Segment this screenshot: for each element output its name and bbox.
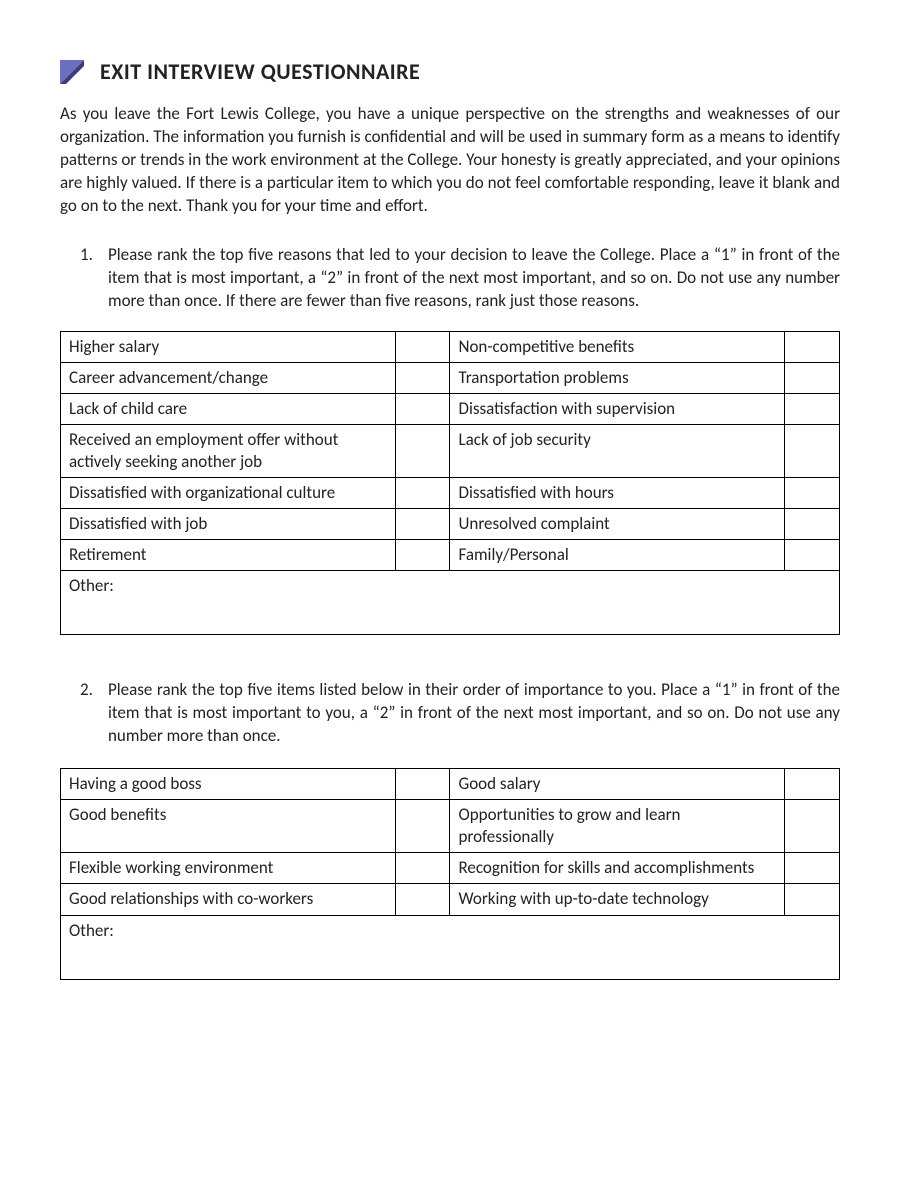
table-row: Lack of child care Dissatisfaction with … <box>61 393 840 424</box>
page-title: EXIT INTERVIEW QUESTIONNAIRE <box>100 58 420 85</box>
rank-option-label: Lack of child care <box>61 393 396 424</box>
rank-input-cell[interactable] <box>395 362 450 393</box>
rank-option-label: Good relationships with co-workers <box>61 884 396 915</box>
rank-option-label: Dissatisfied with job <box>61 509 396 540</box>
rank-option-label: Received an employment offer without act… <box>61 424 396 477</box>
rank-option-label: Flexible working environment <box>61 853 396 884</box>
question-text: Please rank the top five items listed be… <box>108 679 840 748</box>
rank-input-cell[interactable] <box>395 424 450 477</box>
table-row: Dissatisfied with job Unresolved complai… <box>61 509 840 540</box>
table-row-other: Other: <box>61 571 840 635</box>
rank-option-label: Good benefits <box>61 800 396 853</box>
page: EXIT INTERVIEW QUESTIONNAIRE As you leav… <box>0 0 900 1020</box>
rank-option-label: Recognition for skills and accomplishmen… <box>450 853 785 884</box>
rank-option-label: Opportunities to grow and learn professi… <box>450 800 785 853</box>
rank-option-label: Career advancement/change <box>61 362 396 393</box>
table-row: Flexible working environment Recognition… <box>61 853 840 884</box>
table-row: Dissatisfied with organizational culture… <box>61 477 840 508</box>
rank-input-cell[interactable] <box>785 884 840 915</box>
rank-input-cell[interactable] <box>785 509 840 540</box>
ranking-table-1: Higher salary Non-competitive benefits C… <box>60 331 840 636</box>
table-row-other: Other: <box>61 915 840 979</box>
table-row: Good relationships with co-workers Worki… <box>61 884 840 915</box>
rank-input-cell[interactable] <box>785 477 840 508</box>
rank-input-cell[interactable] <box>785 362 840 393</box>
question-number: 2. <box>80 679 108 748</box>
rank-option-label: Lack of job security <box>450 424 785 477</box>
rank-input-cell[interactable] <box>785 800 840 853</box>
rank-option-label: Working with up-to-date technology <box>450 884 785 915</box>
rank-input-cell[interactable] <box>395 540 450 571</box>
rank-input-cell[interactable] <box>395 853 450 884</box>
rank-input-cell[interactable] <box>395 331 450 362</box>
rank-option-label: Dissatisfaction with supervision <box>450 393 785 424</box>
rank-input-cell[interactable] <box>395 509 450 540</box>
table-row: Higher salary Non-competitive benefits <box>61 331 840 362</box>
rank-input-cell[interactable] <box>395 393 450 424</box>
rank-input-cell[interactable] <box>785 769 840 800</box>
rank-option-label: Non-competitive benefits <box>450 331 785 362</box>
rank-input-cell[interactable] <box>785 393 840 424</box>
question-number: 1. <box>80 244 108 313</box>
rank-input-cell[interactable] <box>785 853 840 884</box>
header: EXIT INTERVIEW QUESTIONNAIRE <box>60 58 840 85</box>
table-row: Good benefits Opportunities to grow and … <box>61 800 840 853</box>
rank-input-cell[interactable] <box>395 769 450 800</box>
rank-input-cell[interactable] <box>395 477 450 508</box>
rank-option-label: Having a good boss <box>61 769 396 800</box>
table-row: Retirement Family/Personal <box>61 540 840 571</box>
logo-icon <box>60 60 84 84</box>
rank-input-cell[interactable] <box>785 331 840 362</box>
table-row: Having a good boss Good salary <box>61 769 840 800</box>
other-cell[interactable]: Other: <box>61 915 840 979</box>
question-1: 1. Please rank the top five reasons that… <box>80 244 840 313</box>
rank-option-label: Family/Personal <box>450 540 785 571</box>
ranking-table-2: Having a good boss Good salary Good bene… <box>60 768 840 979</box>
table-row: Career advancement/change Transportation… <box>61 362 840 393</box>
rank-input-cell[interactable] <box>785 424 840 477</box>
rank-option-label: Transportation problems <box>450 362 785 393</box>
table-row: Received an employment offer without act… <box>61 424 840 477</box>
rank-option-label: Retirement <box>61 540 396 571</box>
rank-option-label: Dissatisfied with hours <box>450 477 785 508</box>
intro-paragraph: As you leave the Fort Lewis College, you… <box>60 103 840 218</box>
question-2: 2. Please rank the top five items listed… <box>80 679 840 748</box>
rank-option-label: Good salary <box>450 769 785 800</box>
rank-option-label: Dissatisfied with organizational culture <box>61 477 396 508</box>
rank-option-label: Unresolved complaint <box>450 509 785 540</box>
rank-input-cell[interactable] <box>785 540 840 571</box>
rank-input-cell[interactable] <box>395 884 450 915</box>
rank-option-label: Higher salary <box>61 331 396 362</box>
other-cell[interactable]: Other: <box>61 571 840 635</box>
question-text: Please rank the top five reasons that le… <box>108 244 840 313</box>
rank-input-cell[interactable] <box>395 800 450 853</box>
